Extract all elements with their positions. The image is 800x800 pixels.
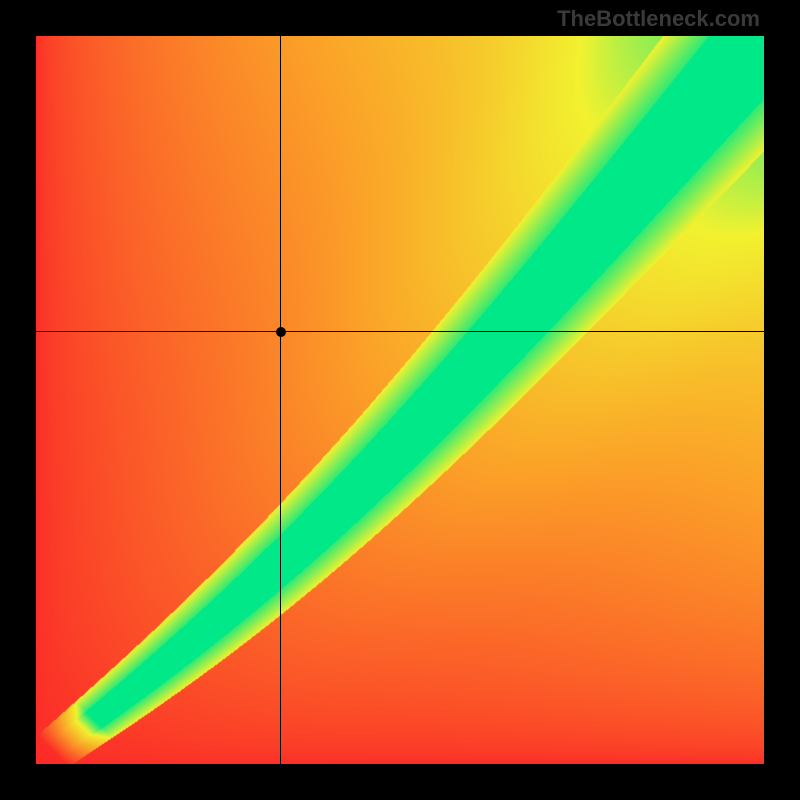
- watermark-text: TheBottleneck.com: [557, 6, 760, 32]
- crosshair-marker: [276, 327, 286, 337]
- heatmap-canvas: [36, 36, 764, 764]
- heatmap-plot: [36, 36, 764, 764]
- crosshair-horizontal: [36, 331, 764, 332]
- crosshair-vertical: [280, 36, 281, 764]
